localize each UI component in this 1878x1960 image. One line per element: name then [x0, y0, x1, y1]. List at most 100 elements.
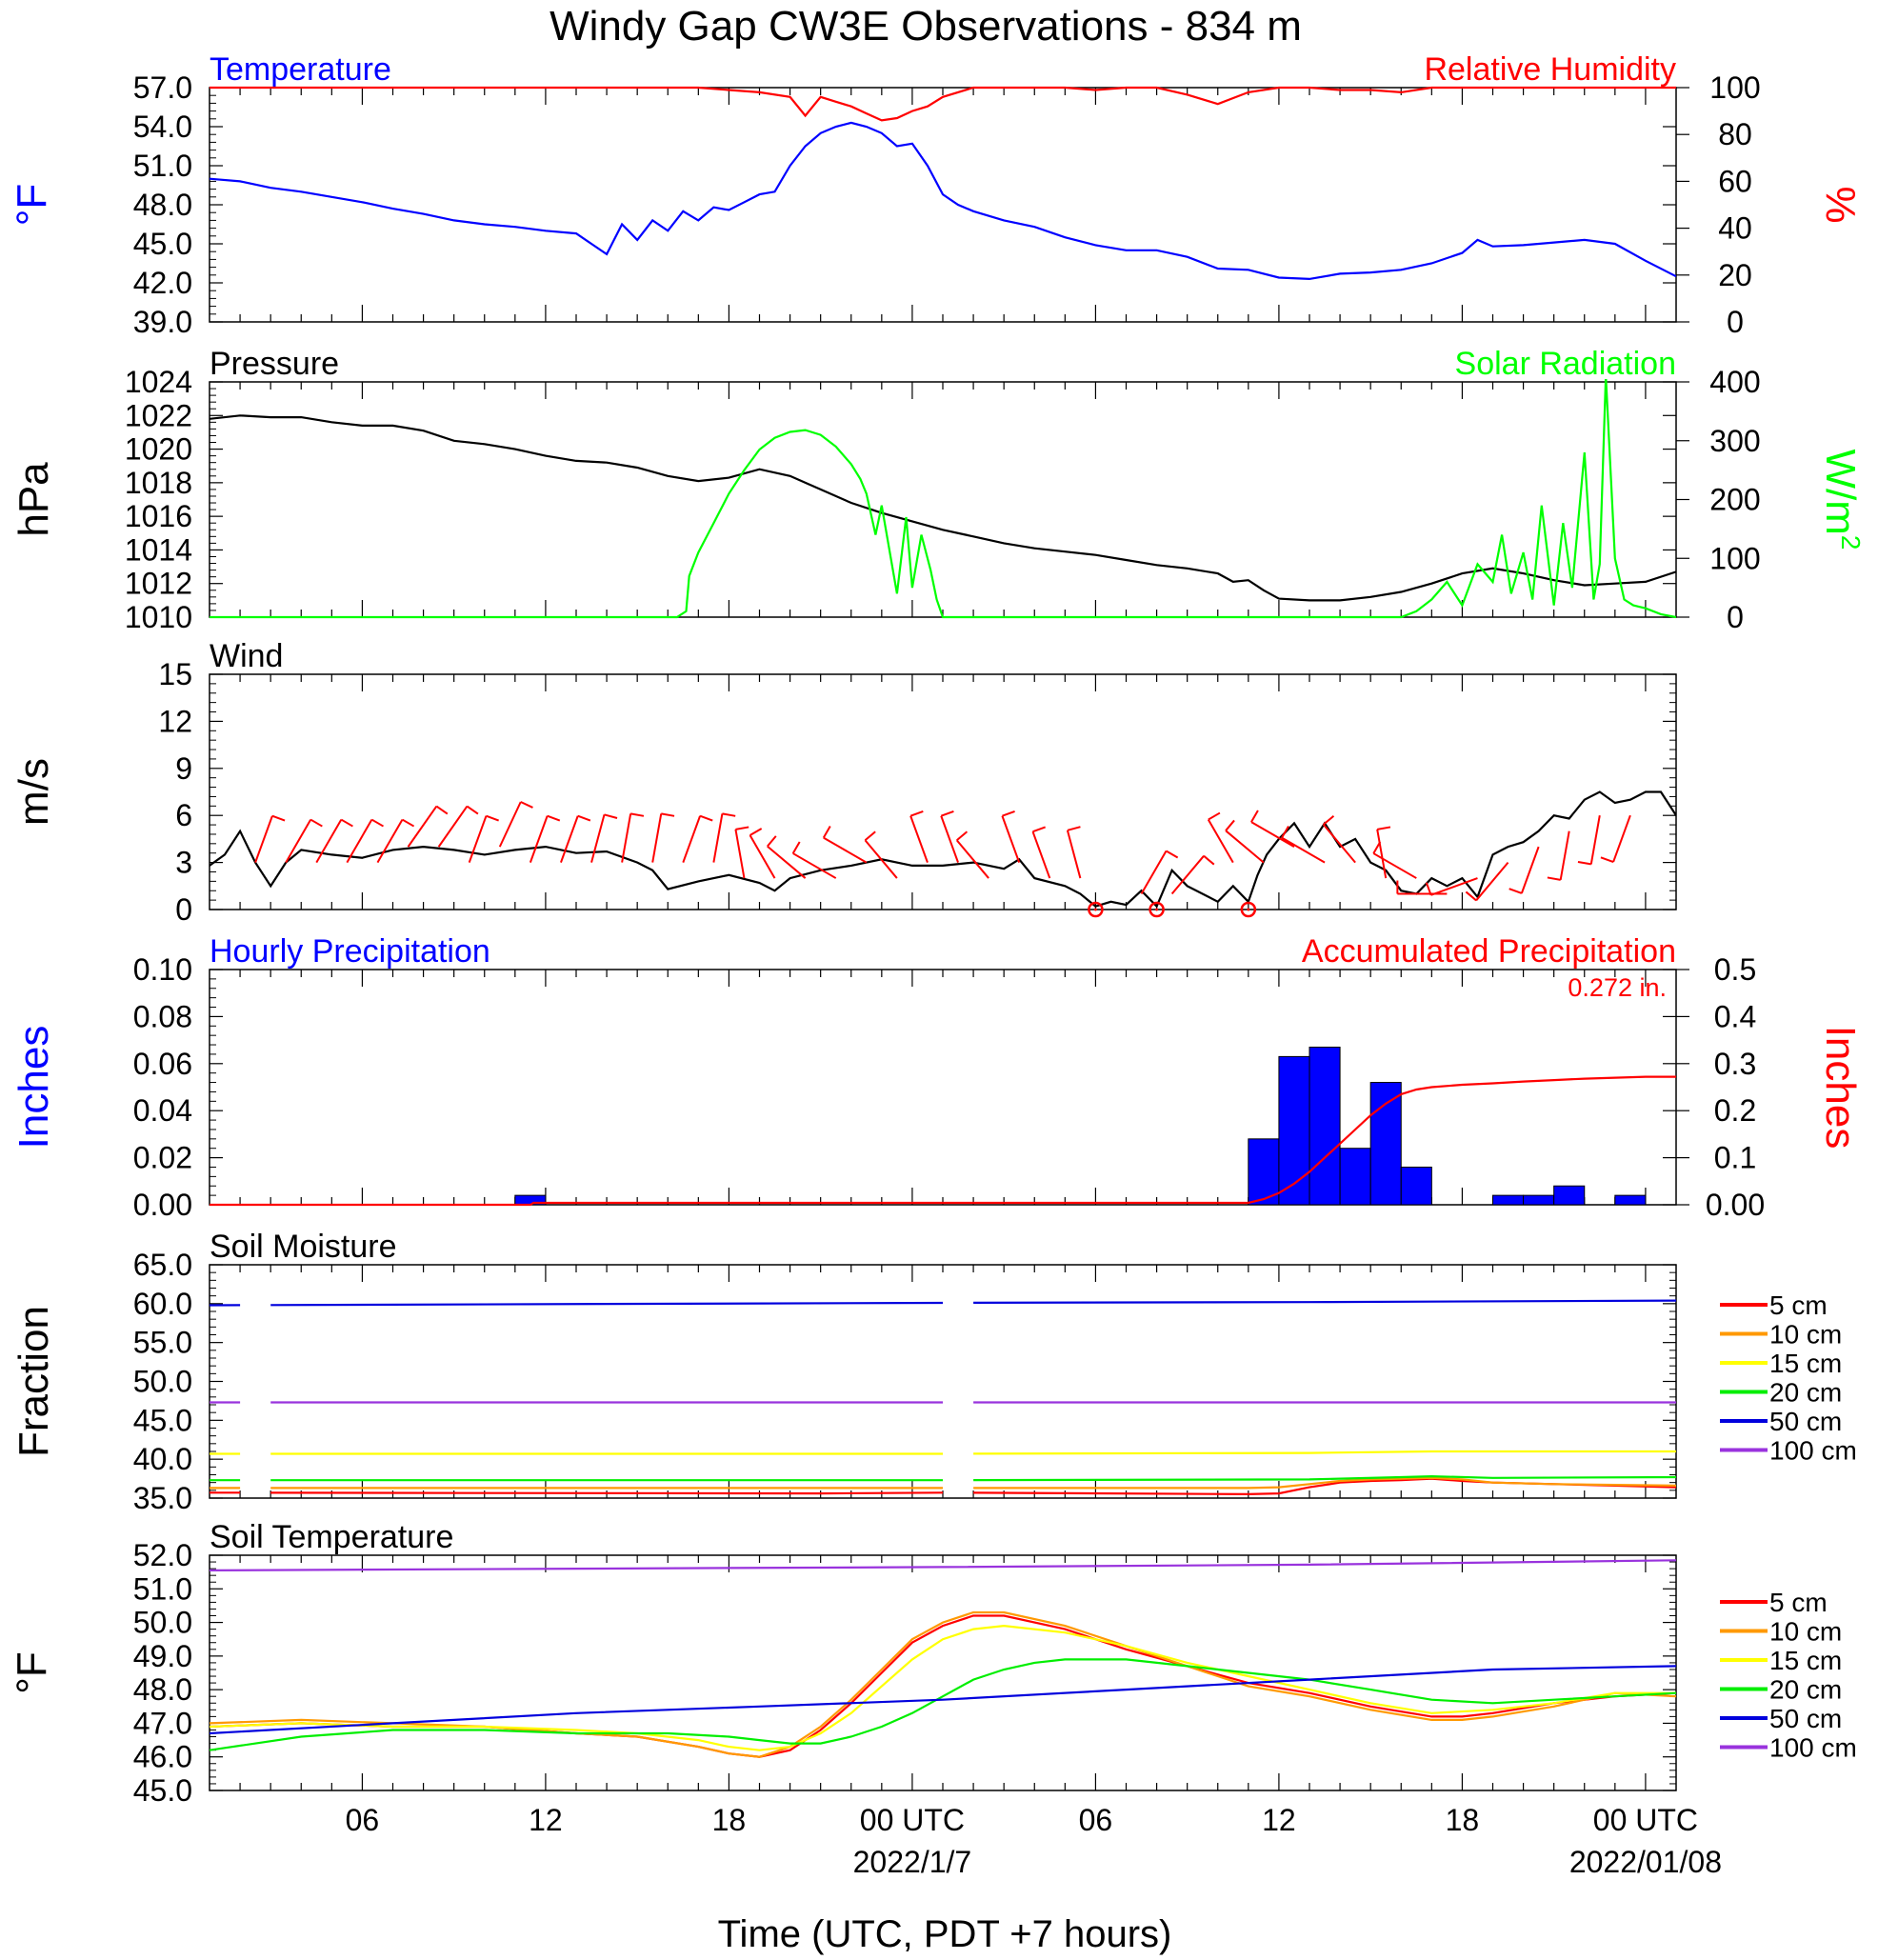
y-left-tick-label: 1018: [125, 466, 192, 500]
wind-barb-flag: [340, 818, 353, 828]
calm-wind-marker-dot: [1155, 908, 1159, 911]
y-left-axis-label: hPa: [10, 462, 57, 537]
y-right-tick-label: 0.2: [1714, 1093, 1756, 1128]
date-label: 2022/1/7: [853, 1845, 972, 1879]
y-left-tick-label: 0.02: [133, 1141, 192, 1175]
y-left-tick-label: 1010: [125, 600, 192, 634]
panel-temp_rh: 39.0 42.0 45.0 48.0 51.0 54.0 57.0 0 20 40 60 80 100…: [9, 51, 1864, 339]
wind-barb: [407, 805, 438, 848]
y-left-tick-label: 0.04: [133, 1093, 192, 1128]
wind-barb: [1372, 852, 1417, 879]
legend-label: 50 cm: [1769, 1704, 1842, 1733]
y-right-tick-label: 0: [1727, 600, 1744, 634]
wind-barb-flag: [547, 814, 561, 822]
plot-frame: [209, 969, 1677, 1206]
panel-precip: 0.00 0.02 0.04 0.06 0.08 0.10 0.00 0.1 0.2 0.3 0.4…: [10, 933, 1864, 1222]
panel-title-right: Solar Radiation: [1455, 346, 1676, 382]
precip-bar: [1553, 1185, 1586, 1206]
wind-barb-flag: [1547, 876, 1561, 881]
wind-barb-flag: [1425, 882, 1432, 896]
y-left-tick-label: 0.10: [133, 952, 192, 987]
wind-barb: [1376, 829, 1388, 879]
chart-title: Windy Gap CW3E Observations - 834 m: [549, 3, 1302, 50]
y-left-tick-label: 1020: [125, 432, 192, 467]
y-left-tick-label: 42.0: [133, 266, 192, 300]
wind-barb: [1322, 824, 1356, 864]
panel-title-right: Relative Humidity: [1424, 51, 1676, 88]
series-line-100-cm: [210, 1559, 1676, 1571]
wind-barb-flag: [577, 814, 591, 822]
series-line-15-cm: [210, 1450, 1676, 1455]
wind-barb-flag: [909, 810, 924, 817]
wind-barb: [1250, 821, 1295, 848]
calm-wind-marker-dot: [1093, 908, 1097, 911]
wind-barb: [1559, 830, 1570, 881]
wind-barb-flag: [1002, 810, 1015, 817]
wind-barb-flag: [1067, 826, 1081, 831]
wind-barb: [1281, 836, 1326, 864]
precip-bar: [1492, 1194, 1525, 1206]
wind-barb: [1207, 819, 1234, 864]
panel-title-left: Soil Temperature: [210, 1519, 453, 1555]
wind-barb: [285, 819, 312, 864]
wind-barb-flag: [956, 830, 969, 841]
wind-barb: [1589, 815, 1601, 865]
series-line-50-cm: [210, 1665, 1676, 1735]
calm-wind-marker: [1240, 901, 1257, 918]
y-right-tick-label: 0.5: [1714, 952, 1756, 987]
y-left-tick-label: 45.0: [133, 1773, 192, 1808]
series-line-20-cm: [210, 1474, 1676, 1482]
panel-title-left: Soil Moisture: [210, 1229, 397, 1265]
panel-soil_temperature: 45.046.047.048.049.050.051.052.0 Soil Tem…: [9, 1519, 1857, 1808]
wind-barb: [315, 819, 343, 864]
precip-bar: [1614, 1194, 1647, 1206]
legend-label: 100 cm: [1769, 1436, 1857, 1466]
wind-barb-flag: [1600, 856, 1614, 864]
y-left-tick-label: 39.0: [133, 305, 192, 339]
wind-barb: [468, 815, 488, 863]
wind-barb-flag: [1203, 854, 1215, 866]
wind-barb: [864, 839, 898, 879]
wind-barb-flag: [791, 841, 801, 854]
y-left-tick-label: 0.00: [133, 1188, 192, 1222]
panel-wind: 0 3 6 9 12 15 Wind m/s: [10, 638, 1677, 927]
y-right-tick-label: 20: [1718, 258, 1752, 292]
y-left-tick-label: 52.0: [133, 1538, 192, 1572]
y-right-tick-label: 0: [1727, 305, 1744, 339]
wind-barb: [1612, 814, 1631, 863]
y-left-tick-label: 45.0: [133, 1403, 192, 1437]
y-right-tick-label: 40: [1718, 211, 1752, 246]
time-axis-label: Time (UTC, PDT +7 hours): [718, 1913, 1172, 1955]
y-left-tick-label: 48.0: [133, 188, 192, 222]
plot-frame: [209, 673, 1677, 910]
y-left-tick-label: 6: [175, 798, 192, 832]
wind-barb: [767, 845, 807, 879]
y-right-tick-label: 100: [1709, 70, 1760, 105]
y-right-tick-label: 200: [1709, 483, 1760, 517]
y-right-tick-label: 0.1: [1714, 1141, 1756, 1175]
time-axis: 06 12 18 00 UTC 06 12 18 00 UTC 2022/1/7 2022/01/…: [346, 1803, 1722, 1879]
wind-barb-flag: [1250, 810, 1259, 823]
wind-barb-flag: [735, 826, 749, 830]
y-right-tick-label: 80: [1718, 117, 1752, 151]
wind-barb: [529, 815, 549, 863]
time-tick-label: 06: [1079, 1803, 1113, 1837]
y-left-tick-label: 35.0: [133, 1481, 192, 1515]
wind-barb: [823, 836, 868, 864]
precip-bar: [1400, 1166, 1432, 1206]
wind-barb: [955, 839, 989, 879]
series-line-accumulated-precipitation: [210, 1075, 1676, 1207]
legend-label: 10 cm: [1769, 1617, 1842, 1647]
wind-barb-flag: [466, 805, 479, 815]
legend-label: 10 cm: [1769, 1320, 1842, 1350]
wind-barb: [651, 813, 663, 863]
wind-barb: [437, 805, 469, 848]
y-left-tick-label: 46.0: [133, 1740, 192, 1774]
wind-barb-flag: [699, 814, 713, 822]
legend-label: 15 cm: [1769, 1646, 1842, 1675]
plot-frame: [209, 87, 1677, 323]
y-left-axis-label: °F: [9, 184, 55, 226]
y-left-tick-label: 9: [175, 751, 192, 786]
wind-barb-flag: [629, 812, 645, 817]
y-left-axis-label: °F: [9, 1651, 55, 1693]
